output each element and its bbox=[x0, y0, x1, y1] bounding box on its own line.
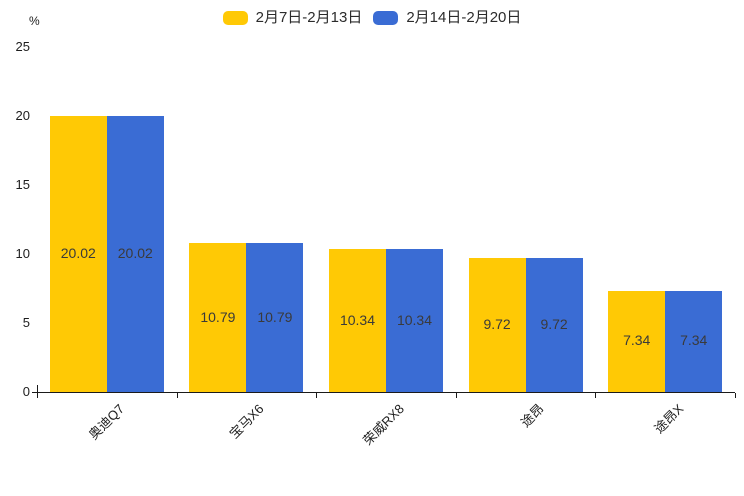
x-category-label: 奥迪Q7 bbox=[86, 401, 128, 443]
y-axis-unit-label: % bbox=[29, 14, 40, 28]
bar-value-label: 7.34 bbox=[680, 332, 708, 349]
x-category-label: 途昂 bbox=[517, 401, 547, 431]
legend-label-series1: 2月7日-2月13日 bbox=[255, 9, 363, 26]
y-tick-label: 15 bbox=[15, 177, 30, 192]
y-tick-label: 5 bbox=[22, 315, 30, 330]
y-tick-label: 10 bbox=[15, 246, 30, 261]
bar-value-label: 10.34 bbox=[339, 311, 376, 328]
bar-value-label: 10.79 bbox=[200, 308, 236, 325]
axis-corner-tick bbox=[37, 385, 38, 392]
bar-value-label: 10.79 bbox=[257, 308, 293, 325]
bar-series1 bbox=[49, 115, 107, 392]
x-category-label: 荣威RX8 bbox=[359, 401, 407, 449]
bar-series2 bbox=[525, 257, 583, 392]
x-axis-tick bbox=[455, 393, 457, 398]
legend-label-series2: 2月14日-2月20日 bbox=[406, 9, 522, 26]
bar-value-label: 10.34 bbox=[396, 311, 433, 328]
legend-swatch-series2 bbox=[373, 11, 399, 25]
bar-series2 bbox=[386, 249, 443, 392]
legend-item-series1: 2月7日-2月13日 bbox=[222, 9, 363, 27]
bar-series1 bbox=[468, 257, 526, 392]
x-axis-tick bbox=[316, 393, 318, 398]
y-tick-label: 20 bbox=[15, 108, 30, 123]
bar-series1 bbox=[189, 243, 247, 392]
x-axis-tick bbox=[735, 393, 736, 398]
x-axis-tick bbox=[176, 393, 178, 398]
bar-value-label: 9.72 bbox=[483, 315, 511, 332]
legend-item-series2: 2月14日-2月20日 bbox=[373, 9, 521, 27]
bar-series2 bbox=[665, 290, 723, 392]
legend-swatch-series1 bbox=[222, 11, 248, 25]
x-axis-line bbox=[32, 392, 735, 393]
y-tick-label: 0 bbox=[22, 384, 30, 399]
legend: 2月7日-2月13日 2月14日-2月20日 bbox=[0, 9, 744, 27]
x-category-label: 宝马X6 bbox=[226, 401, 268, 442]
x-axis-tick bbox=[595, 393, 597, 398]
y-tick-label: 25 bbox=[15, 39, 30, 54]
bar-series1 bbox=[608, 290, 666, 392]
bar-value-label: 9.72 bbox=[540, 315, 568, 332]
bar-series2 bbox=[246, 243, 304, 392]
bar-value-label: 20.02 bbox=[60, 244, 96, 261]
bar-value-label: 20.02 bbox=[117, 244, 153, 261]
x-category-label: 途昂X bbox=[650, 401, 686, 437]
x-axis-tick bbox=[37, 393, 38, 398]
bar-series1 bbox=[329, 249, 386, 392]
bar-series2 bbox=[106, 115, 164, 392]
bar-value-label: 7.34 bbox=[623, 332, 651, 349]
